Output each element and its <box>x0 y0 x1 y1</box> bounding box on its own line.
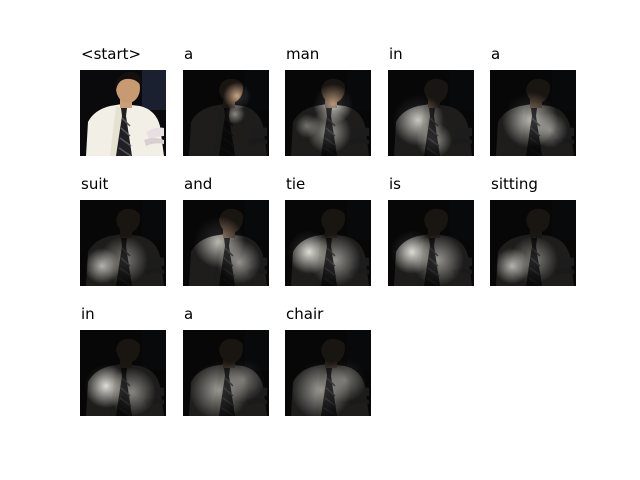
attention-map-image <box>80 200 166 286</box>
token-label: suit <box>81 175 109 193</box>
attention-map-image <box>388 200 474 286</box>
attention-map-image <box>183 200 269 286</box>
token-label: chair <box>286 305 324 323</box>
attention-map-image <box>80 70 166 156</box>
token-label: sitting <box>491 175 538 193</box>
attention-map-image <box>183 330 269 416</box>
token-label: a <box>491 45 501 63</box>
attention-map-image <box>183 70 269 156</box>
token-label: tie <box>286 175 306 193</box>
token-label: a <box>184 45 194 63</box>
attention-map-image <box>80 330 166 416</box>
attention-map-image <box>285 330 371 416</box>
token-label: in <box>389 45 403 63</box>
attention-map-image <box>490 70 576 156</box>
token-label: a <box>184 305 194 323</box>
attention-map-image <box>388 70 474 156</box>
attention-map-image <box>285 70 371 156</box>
token-label: man <box>286 45 320 63</box>
token-label: and <box>184 175 213 193</box>
token-label: <start> <box>81 45 142 63</box>
token-label: in <box>81 305 95 323</box>
attention-map-image <box>490 200 576 286</box>
token-label: is <box>389 175 401 193</box>
attention-map-image <box>285 200 371 286</box>
